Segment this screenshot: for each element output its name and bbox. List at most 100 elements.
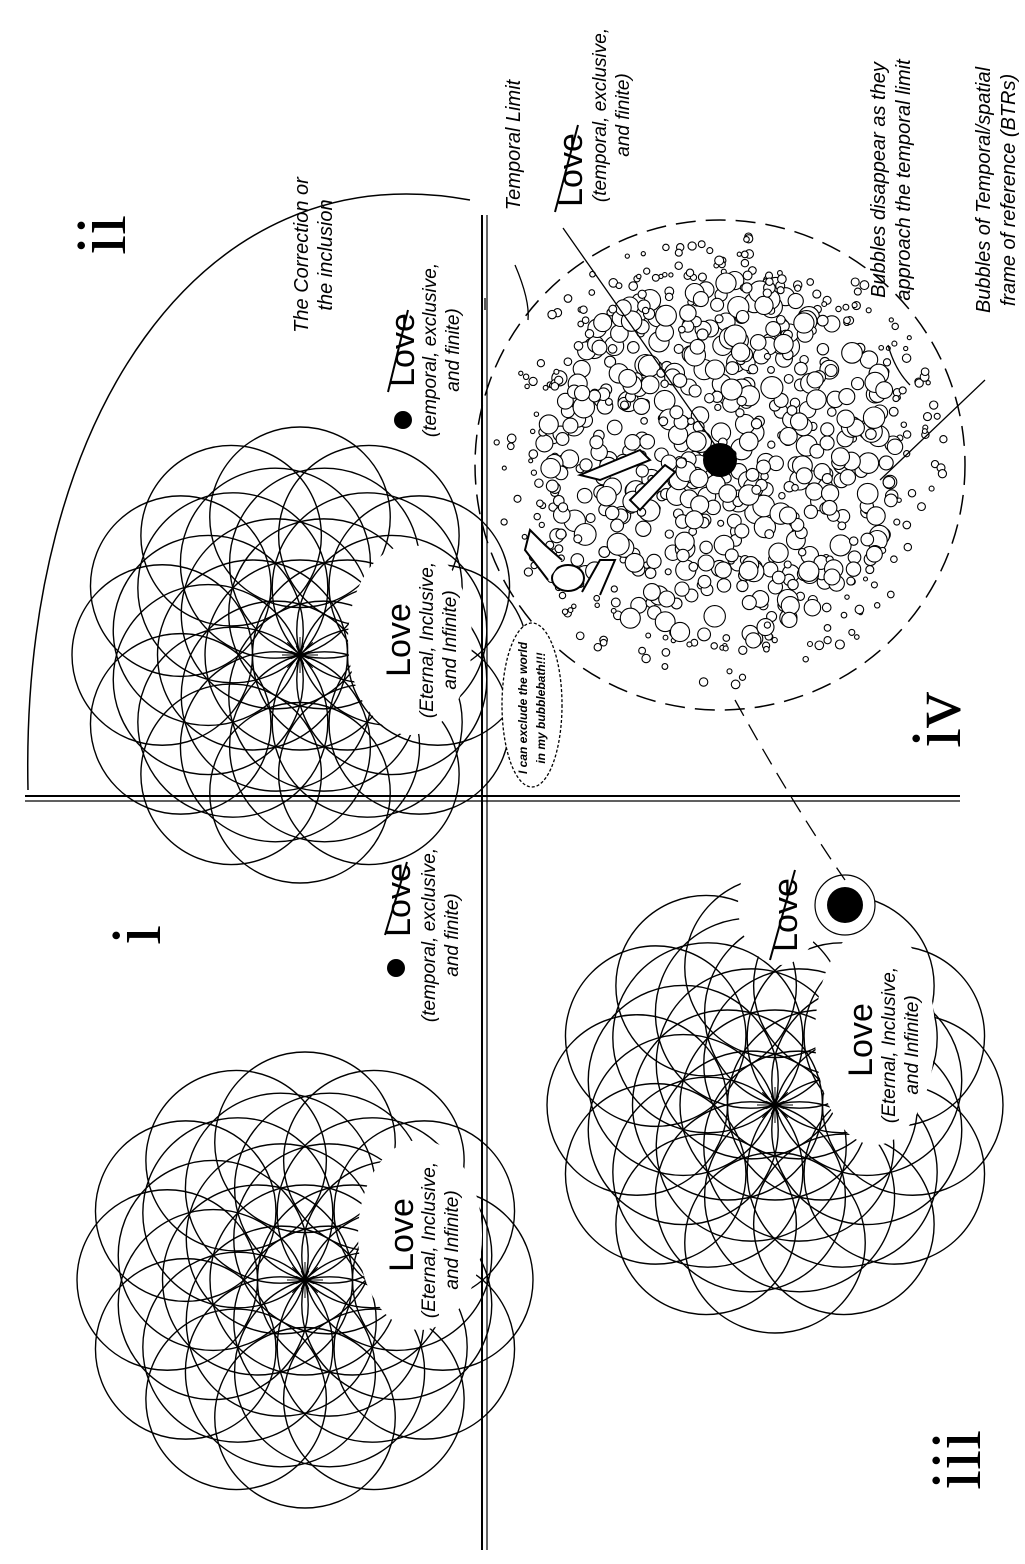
bubble [593, 313, 613, 333]
bubble [882, 475, 896, 489]
bubble [579, 305, 588, 314]
bubble [778, 506, 798, 525]
bubble [740, 250, 749, 259]
numeral-iii: iii [916, 1430, 996, 1490]
bubble [610, 607, 617, 614]
star-ray [774, 1104, 785, 1110]
bubble [851, 302, 858, 309]
love-exclusive-line1-i: (temporal, exclusive, [419, 848, 440, 1022]
bubble [638, 646, 647, 655]
love-exclusive-word-iv: Love [552, 133, 590, 207]
star-ray [299, 650, 310, 656]
bubble [715, 272, 737, 294]
love-exclusive-word-iii: Love [767, 878, 805, 952]
bubble [674, 248, 683, 257]
temporal-limit-label: Temporal Limit [503, 78, 525, 210]
bubble [581, 316, 590, 325]
bubble [921, 428, 928, 435]
bubble [542, 384, 549, 391]
bubble [902, 520, 912, 530]
love-inclusive-line2-i: and Infinite) [442, 1190, 463, 1289]
bubble [558, 591, 567, 600]
bubble [900, 421, 908, 428]
bubble [658, 416, 669, 427]
bubble [521, 533, 528, 540]
bubble [662, 243, 670, 252]
bubble [862, 406, 886, 429]
bubble [641, 306, 650, 315]
bubble [668, 272, 674, 278]
bubble [806, 389, 827, 410]
bubble [736, 395, 747, 407]
flower-circle [612, 1076, 804, 1268]
bubble [585, 513, 596, 524]
bubble [679, 304, 697, 322]
bubble [513, 494, 522, 503]
bubble [643, 267, 651, 275]
bubble [720, 378, 743, 401]
flower-circle [112, 534, 304, 727]
bubble [771, 636, 778, 644]
bubble [765, 277, 774, 286]
bubble [735, 309, 750, 324]
star-ray [290, 654, 301, 660]
center-star-bursts [282, 637, 793, 1298]
bubble [636, 273, 642, 280]
bubble [848, 536, 859, 546]
bubble [524, 383, 530, 390]
bubble [651, 273, 660, 282]
bubble [685, 431, 707, 452]
flower-circle [615, 1133, 798, 1316]
bubble [823, 624, 832, 632]
bubble [903, 345, 909, 352]
bubble [530, 469, 538, 476]
bubble [632, 397, 651, 415]
bubble [675, 457, 687, 469]
flower-circle [703, 1101, 896, 1293]
love-inclusive-line1-ii: (Eternal, Inclusive, [417, 562, 438, 718]
bubble [786, 405, 798, 416]
bubble [821, 301, 828, 308]
bubble [816, 342, 830, 356]
bubble [639, 433, 656, 450]
bubble [835, 305, 842, 313]
flower-circle [587, 984, 779, 1177]
bubble [624, 434, 641, 451]
flower-circle [89, 495, 272, 678]
bubble [906, 335, 912, 341]
bubble [588, 289, 596, 296]
temporal-limit-pointer [514, 264, 529, 321]
star-ray [770, 1095, 776, 1106]
bubble [606, 532, 630, 556]
bubble [554, 544, 564, 554]
bubble [741, 595, 757, 611]
bubble [628, 281, 639, 291]
bubble [518, 370, 524, 376]
bubble [907, 488, 917, 498]
star-ray [299, 641, 314, 656]
bubble [841, 342, 863, 364]
star-ray [295, 645, 301, 656]
bubble [688, 561, 699, 572]
bubble [710, 642, 718, 650]
bubble [882, 358, 892, 367]
bubble [805, 482, 824, 501]
bubble [594, 602, 600, 609]
bubble [767, 440, 776, 449]
bubble [536, 499, 544, 508]
bubble [637, 289, 647, 299]
bubble [893, 518, 901, 526]
bubble [787, 578, 799, 591]
love-inclusive-line2-ii: and Infinite) [440, 590, 461, 689]
bubble [535, 434, 554, 453]
bubble [687, 241, 697, 251]
bubble [610, 585, 618, 593]
speech-line-2: in my bubblebath!!! [534, 652, 548, 763]
bubble [865, 545, 883, 563]
bubble [714, 403, 722, 412]
bubble [704, 359, 726, 380]
bubble [724, 548, 739, 563]
flower-circle [145, 1069, 328, 1252]
bubble [768, 455, 784, 472]
bubble [888, 406, 899, 417]
